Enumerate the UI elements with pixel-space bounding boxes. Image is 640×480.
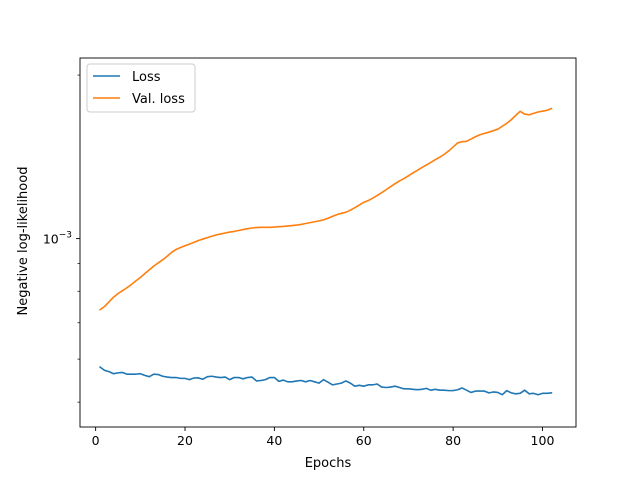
x-tick-label: 100	[531, 433, 555, 448]
x-tick-label: 40	[266, 433, 282, 448]
plot-layer	[98, 107, 553, 396]
legend-label-loss: Loss	[132, 70, 161, 85]
x-tick-label: 60	[356, 433, 372, 448]
legend-label-val-loss: Val. loss	[132, 92, 185, 107]
axes-layer: 0 20 40 60 80 100 10−3	[43, 57, 577, 448]
series-line-loss	[98, 366, 553, 396]
x-axis-label: Epochs	[305, 456, 352, 471]
x-tick-label: 20	[177, 433, 193, 448]
y-axis-label: Negative log-likelihood	[16, 167, 31, 316]
series-line-val-loss	[98, 107, 553, 311]
x-tick-label: 0	[92, 433, 100, 448]
legend: Loss Val. loss	[86, 63, 196, 113]
axes-frame	[79, 57, 577, 428]
y-tick-label: 10−3	[43, 231, 72, 247]
x-tick-label: 80	[445, 433, 461, 448]
